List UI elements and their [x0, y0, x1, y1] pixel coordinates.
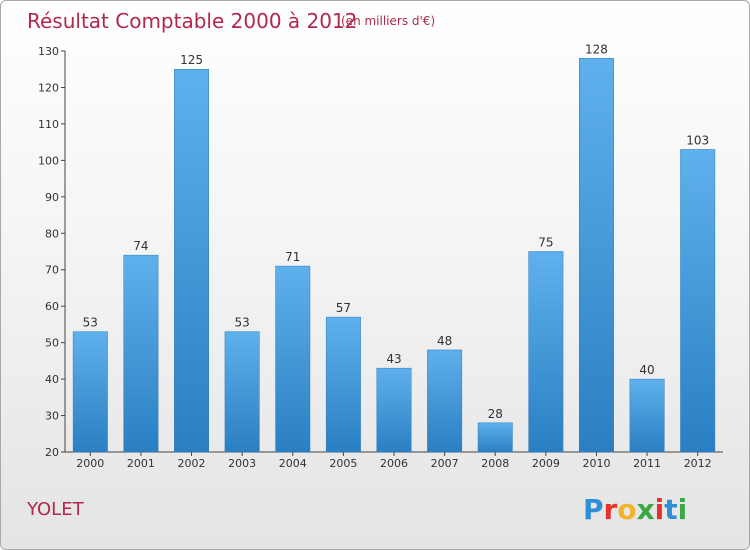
y-axis: 20 30 40 50 60 70 80 90 100 110 120 130 [38, 45, 66, 459]
x-tick-label: 2007 [431, 457, 459, 470]
proxiti-logo: Proxiti [583, 493, 687, 526]
bar-2011 [629, 378, 665, 453]
data-label-2008: 28 [488, 407, 503, 421]
data-label-2012: 103 [686, 133, 709, 147]
logo-letter: o [617, 493, 636, 526]
y-tick-label: 70 [45, 264, 59, 277]
data-label-2009: 75 [538, 236, 553, 250]
y-tick-label: 20 [45, 446, 59, 459]
town-name: YOLET [26, 499, 85, 520]
data-labels-group: 53 74 125 53 71 57 43 48 28 75 128 40 103 [83, 42, 709, 421]
bar-2008 [477, 422, 513, 453]
x-tick-label: 2012 [684, 457, 712, 470]
x-tick-label: 2001 [127, 457, 155, 470]
y-tick-label: 130 [38, 45, 59, 58]
x-tick-label: 2008 [481, 457, 509, 470]
bar-2001 [123, 254, 159, 453]
y-tick-label: 80 [45, 227, 59, 240]
x-tick-label: 2011 [633, 457, 661, 470]
data-label-2005: 57 [336, 301, 351, 315]
data-label-2007: 48 [437, 334, 452, 348]
y-tick-label: 40 [45, 373, 59, 386]
logo-letter: i [678, 493, 688, 526]
data-label-2011: 40 [639, 363, 654, 377]
data-label-2000: 53 [83, 316, 98, 330]
x-tick-label: 2005 [329, 457, 357, 470]
bars-group [72, 58, 716, 453]
bar-2000 [72, 331, 108, 453]
data-label-2006: 43 [386, 352, 401, 366]
bar-2009 [528, 251, 564, 453]
bar-2003 [224, 331, 260, 453]
x-tick-label: 2003 [228, 457, 256, 470]
x-tick-label: 2009 [532, 457, 560, 470]
y-tick-label: 120 [38, 81, 59, 94]
logo-letter: x [637, 493, 655, 526]
y-tick-label: 60 [45, 300, 59, 313]
chart-title: Résultat Comptable 2000 à 2012 [27, 9, 357, 33]
x-tick-label: 2006 [380, 457, 408, 470]
x-tick-label: 2004 [279, 457, 307, 470]
y-tick-label: 100 [38, 154, 59, 167]
logo-letter: t [664, 493, 677, 526]
bar-2002 [174, 68, 209, 453]
bar-2005 [325, 316, 361, 453]
data-label-2001: 74 [133, 239, 148, 253]
x-tick-label: 2000 [76, 457, 104, 470]
data-label-2010: 128 [585, 42, 608, 56]
y-tick-label: 90 [45, 191, 59, 204]
bar-2007 [427, 349, 463, 453]
y-tick-label: 50 [45, 337, 59, 350]
logo-letter: P [583, 493, 604, 526]
logo-letter: i [655, 493, 665, 526]
x-tick-label: 2002 [178, 457, 206, 470]
data-label-2002: 125 [180, 53, 203, 67]
logo-letter: r [604, 493, 618, 526]
data-label-2003: 53 [235, 316, 250, 330]
bar-2010 [579, 58, 614, 453]
bar-2006 [376, 367, 412, 453]
y-tick-label: 110 [38, 118, 59, 131]
data-label-2004: 71 [285, 250, 300, 264]
bar-2004 [275, 265, 311, 453]
x-tick-label: 2010 [582, 457, 610, 470]
y-tick-label: 30 [45, 410, 59, 423]
chart-subtitle: (en milliers d'€) [341, 14, 435, 28]
x-axis: 2000 2001 2002 2003 2004 2005 2006 2007 2008 2009… [65, 451, 723, 470]
bar-2012 [680, 149, 716, 453]
